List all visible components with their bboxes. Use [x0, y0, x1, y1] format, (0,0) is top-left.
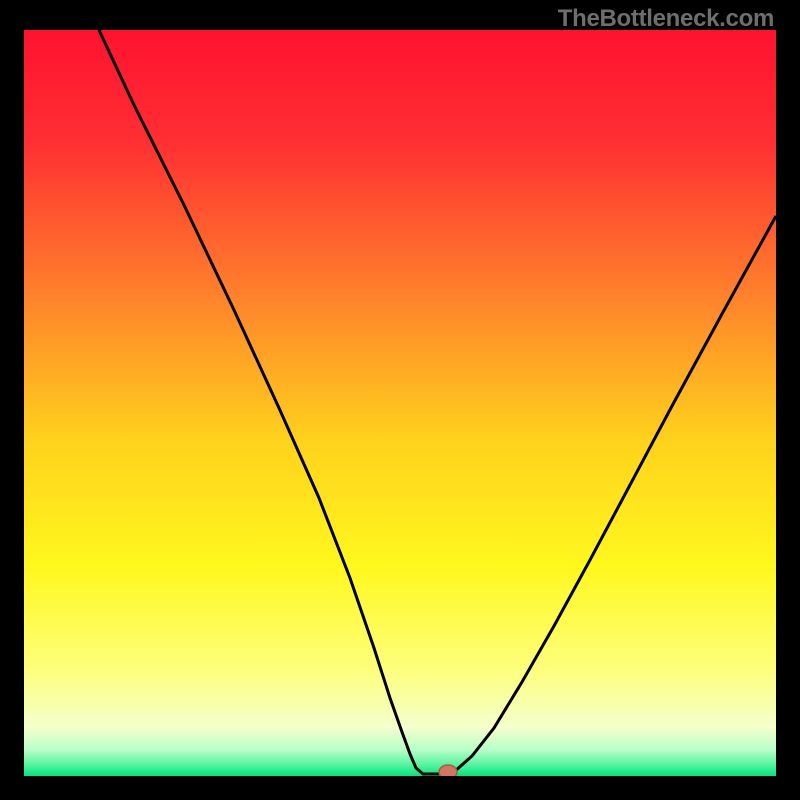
watermark-text: TheBottleneck.com — [558, 5, 774, 33]
chart-background — [24, 30, 776, 776]
minimum-marker — [439, 765, 457, 776]
plot-area — [24, 30, 776, 776]
page-root: TheBottleneck.com — [0, 0, 800, 800]
chart-svg — [24, 30, 776, 776]
